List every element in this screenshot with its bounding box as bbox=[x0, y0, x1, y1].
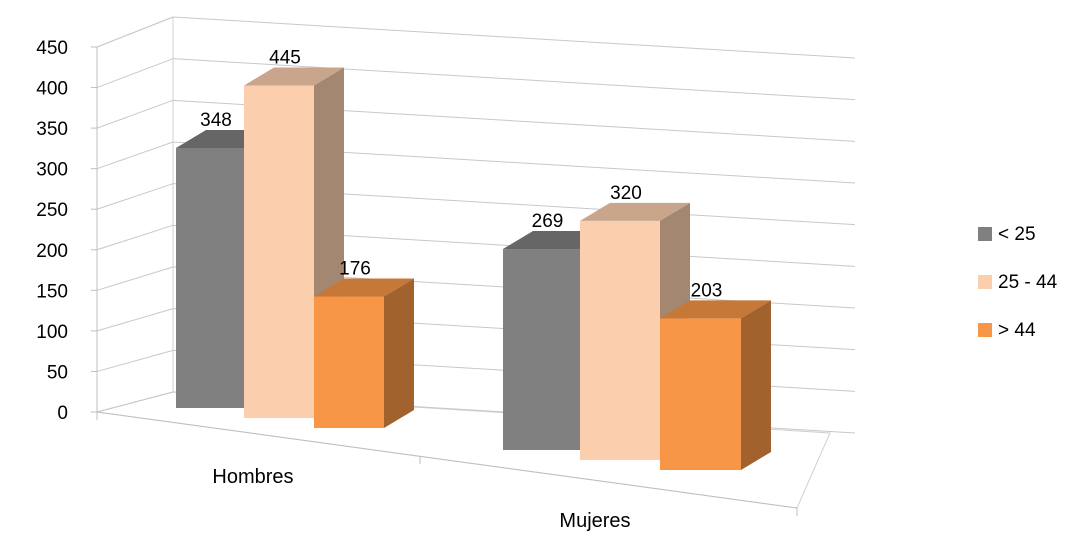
data-label: 203 bbox=[691, 280, 723, 301]
y-axis: 0 50 100 150 200 250 300 350 400 450 bbox=[36, 38, 98, 424]
bar-top bbox=[580, 202, 690, 221]
bar-front bbox=[244, 85, 314, 418]
bar-top bbox=[314, 278, 414, 297]
legend-label: > 44 bbox=[998, 320, 1036, 341]
x-category-label: Mujeres bbox=[559, 510, 630, 532]
x-axis-line bbox=[96, 411, 798, 509]
y-tick-label: 50 bbox=[47, 362, 68, 383]
bars bbox=[176, 67, 771, 470]
y-tick-label: 250 bbox=[36, 200, 68, 221]
legend-swatch bbox=[978, 275, 992, 289]
gridline-side bbox=[96, 349, 174, 372]
bar-front bbox=[314, 296, 384, 428]
bar bbox=[660, 300, 771, 470]
gridline-side bbox=[96, 224, 174, 251]
bar-side bbox=[384, 278, 414, 428]
legend-item: < 25 bbox=[978, 224, 1036, 245]
y-tick-label: 400 bbox=[36, 79, 68, 100]
bar-front bbox=[176, 148, 244, 408]
legend-swatch bbox=[978, 227, 992, 241]
gridline bbox=[172, 58, 856, 101]
bar-front bbox=[660, 318, 741, 470]
gridline-side bbox=[96, 308, 174, 332]
legend-label: < 25 bbox=[998, 224, 1036, 245]
y-tick-label: 450 bbox=[36, 38, 68, 59]
legend-swatch bbox=[978, 323, 992, 337]
legend-label: 25 - 44 bbox=[998, 272, 1058, 293]
gridline-side bbox=[96, 391, 174, 413]
side-wall bbox=[96, 16, 174, 413]
data-label: 269 bbox=[532, 211, 564, 232]
gridline-side bbox=[96, 58, 174, 89]
bar-front bbox=[580, 220, 660, 460]
bar bbox=[314, 278, 414, 428]
legend: < 25 25 - 44 > 44 bbox=[978, 224, 1058, 341]
x-category-label: Hombres bbox=[212, 466, 293, 488]
data-label: 320 bbox=[610, 183, 642, 204]
gridline-side bbox=[96, 141, 174, 170]
bar-front bbox=[503, 249, 580, 450]
y-tick-label: 200 bbox=[36, 241, 68, 262]
bar-top bbox=[244, 67, 344, 86]
gridline-side bbox=[96, 16, 174, 48]
y-tick-label: 150 bbox=[36, 281, 68, 302]
data-labels: 348 445 176 269 320 203 bbox=[200, 48, 722, 302]
y-tick-label: 300 bbox=[36, 160, 68, 181]
data-label: 348 bbox=[200, 110, 232, 131]
x-axis: Hombres Mujeres bbox=[96, 411, 798, 532]
gridline-side bbox=[96, 99, 174, 129]
legend-item: 25 - 44 bbox=[978, 272, 1058, 293]
legend-item: > 44 bbox=[978, 320, 1036, 341]
data-label: 176 bbox=[339, 259, 371, 280]
bar-top bbox=[660, 300, 771, 319]
y-tick-label: 100 bbox=[36, 322, 68, 343]
gridline-side bbox=[96, 266, 174, 291]
gridline bbox=[172, 16, 856, 59]
bar-side bbox=[741, 300, 771, 470]
gridline-side bbox=[96, 183, 174, 210]
data-label: 445 bbox=[269, 48, 301, 69]
y-tick-label: 350 bbox=[36, 119, 68, 140]
y-tick-label: 0 bbox=[57, 403, 68, 424]
